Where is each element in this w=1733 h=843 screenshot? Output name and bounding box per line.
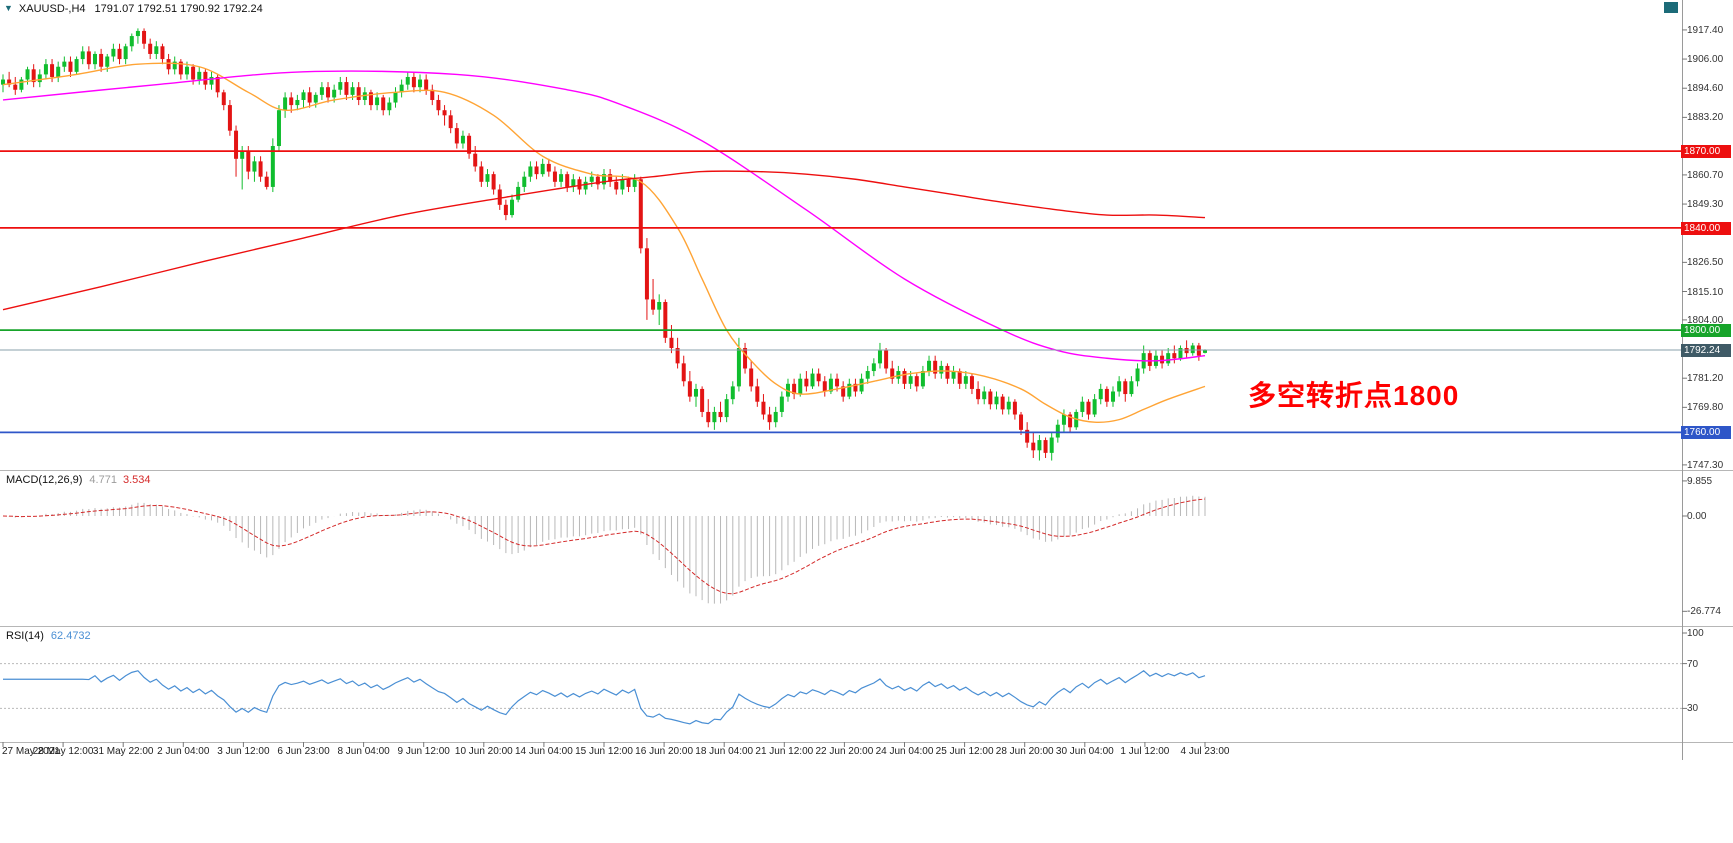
- axis-ticks: [2, 29, 1687, 747]
- price-scale-label: 1917.40: [1687, 24, 1724, 36]
- time-axis-label: 25 Jun 12:00: [935, 746, 994, 757]
- macd-name: MACD(12,26,9): [6, 474, 83, 486]
- price-scale-label: 1769.80: [1687, 402, 1724, 414]
- time-axis-label: 8 Jun 04:00: [337, 746, 390, 757]
- time-axis-label: 3 Jun 12:00: [217, 746, 270, 757]
- macd-histogram: [2, 495, 1206, 604]
- price-scale-label: 1826.50: [1687, 257, 1724, 269]
- price-scale-label: 1781.20: [1687, 373, 1724, 385]
- time-axis-label: 21 Jun 12:00: [755, 746, 814, 757]
- current-price-badge: 1792.24: [1681, 343, 1731, 357]
- rsi-scale-label: 70: [1687, 658, 1699, 670]
- price-scale-label: 1883.20: [1687, 112, 1724, 124]
- candles: [1, 28, 1207, 461]
- symbol-timeframe-label: XAUUSD-,H4: [18, 3, 86, 15]
- price-axis[interactable]: 1917.40 1906.00 1894.60 1883.20 1860.70 1849.…: [1680, 0, 1733, 762]
- rsi-scale-label: 30: [1687, 703, 1699, 715]
- rsi-indicator-label: RSI(14) 62.4732: [6, 630, 91, 642]
- time-axis-label: 18 Jun 04:00: [695, 746, 754, 757]
- price-level-badge: 1760.00: [1681, 426, 1731, 440]
- time-axis-label: 31 May 22:00: [92, 746, 154, 757]
- price-level-badge: 1840.00: [1681, 221, 1731, 235]
- price-scale-label: 1849.30: [1687, 199, 1724, 211]
- time-axis-label: 28 May 12:00: [32, 746, 94, 757]
- macd-scale-label: 0.00: [1687, 511, 1707, 522]
- price-scale-label: 1906.00: [1687, 54, 1724, 66]
- time-axis-label: 1 Jul 12:00: [1120, 746, 1170, 757]
- rsi-line: [3, 670, 1206, 725]
- price-scale-label: 1815.10: [1687, 286, 1724, 298]
- horizontal-level-lines: [0, 150, 1682, 434]
- time-axis-label: 14 Jun 04:00: [514, 746, 573, 757]
- time-axis-label: 30 Jun 04:00: [1055, 746, 1114, 757]
- ma-fast-orange: [2, 62, 1206, 423]
- ohlc-values: 1791.07 1792.51 1790.92 1792.24: [94, 3, 263, 15]
- chevron-down-icon[interactable]: ▼: [4, 3, 13, 13]
- time-axis-label: 27 May 2021: [2, 746, 60, 757]
- time-axis-label: 10 Jun 20:00: [454, 746, 513, 757]
- rsi-value: 62.4732: [50, 630, 91, 642]
- chart-header: ▼ XAUUSD-,H4 1791.07 1792.51 1790.92 1792.…: [4, 3, 263, 15]
- price-scale-label: 1747.30: [1687, 459, 1724, 471]
- time-axis-label: 2 Jun 04:00: [157, 746, 210, 757]
- annotation-text: 多空转折点1800: [1248, 380, 1460, 411]
- time-axis-label: 28 Jun 20:00: [995, 746, 1054, 757]
- price-level-badge: 1870.00: [1681, 145, 1731, 159]
- ma-mid-magenta: [2, 70, 1206, 362]
- time-axis-label: 4 Jul 23:00: [1180, 746, 1230, 757]
- macd-scale-label: -26.774: [1687, 606, 1721, 618]
- price-level-badge: 1800.00: [1681, 324, 1731, 338]
- rsi-panel: [0, 663, 1682, 725]
- time-axis-label: 24 Jun 04:00: [875, 746, 934, 757]
- macd-signal-line: [2, 498, 1206, 595]
- rsi-scale-label: 100: [1687, 628, 1704, 639]
- price-scale-label: 1804.00: [1687, 314, 1724, 326]
- time-axis-label: 6 Jun 23:00: [277, 746, 330, 757]
- macd-signal-value: 3.534: [122, 474, 151, 486]
- time-axis-label: 15 Jun 12:00: [575, 746, 633, 757]
- time-axis-label: 22 Jun 20:00: [815, 746, 874, 757]
- rsi-name: RSI(14): [6, 630, 44, 642]
- ma-slow-red: [2, 170, 1206, 311]
- time-axis[interactable]: 27 May 2021 28 May 12:00 31 May 22:00 2 Jun…: [0, 742, 1733, 762]
- price-scale-label: 1860.70: [1687, 169, 1724, 181]
- chart-corner-marker[interactable]: [1664, 2, 1678, 13]
- panel-separators: [0, 0, 1733, 760]
- price-scale-label: 1894.60: [1687, 83, 1724, 95]
- time-axis-label: 16 Jun 20:00: [635, 746, 694, 757]
- macd-main-value: 4.771: [89, 474, 117, 486]
- moving-average-lines: [2, 62, 1206, 423]
- macd-indicator-label: MACD(12,26,9) 4.771 3.534: [6, 474, 150, 486]
- macd-scale-label: 9.855: [1687, 475, 1713, 487]
- time-axis-label: 9 Jun 12:00: [397, 746, 450, 757]
